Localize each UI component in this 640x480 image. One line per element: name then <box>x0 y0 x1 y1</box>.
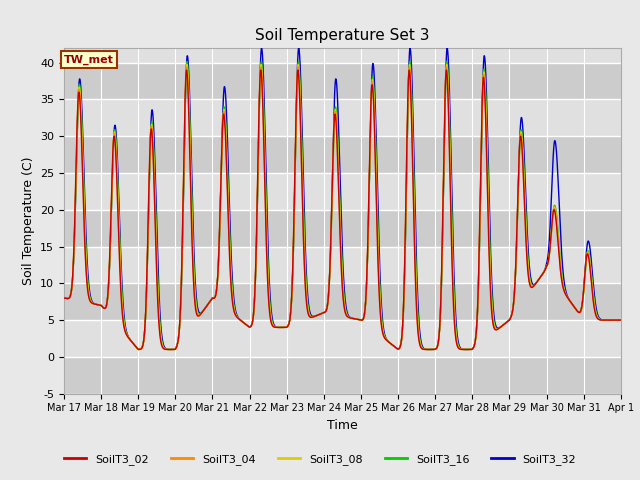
SoilT3_32 <box>617 317 625 323</box>
SoilT3_04 <box>465 347 472 352</box>
Bar <box>64 63 621 99</box>
SoilT3_16 <box>246 324 253 330</box>
SoilT3_08 <box>216 219 224 225</box>
SoilT3_08 <box>60 295 68 301</box>
SoilT3_08 <box>406 61 413 67</box>
SoilT3_32 <box>571 305 579 311</box>
SoilT3_32 <box>465 347 472 352</box>
SoilT3_02 <box>60 295 68 301</box>
SoilT3_16 <box>465 347 472 352</box>
SoilT3_04 <box>617 317 625 323</box>
SoilT3_16 <box>617 317 625 323</box>
SoilT3_16 <box>385 339 392 345</box>
Bar <box>64 320 621 357</box>
Bar <box>64 357 621 394</box>
Line: SoilT3_04: SoilT3_04 <box>64 67 621 349</box>
Bar <box>64 173 621 210</box>
SoilT3_32 <box>60 295 68 301</box>
Legend: SoilT3_02, SoilT3_04, SoilT3_08, SoilT3_16, SoilT3_32: SoilT3_02, SoilT3_04, SoilT3_08, SoilT3_… <box>60 450 580 469</box>
X-axis label: Time: Time <box>327 419 358 432</box>
SoilT3_32 <box>384 338 392 344</box>
SoilT3_08 <box>571 305 579 311</box>
SoilT3_16 <box>424 347 431 352</box>
SoilT3_04 <box>384 339 392 345</box>
SoilT3_08 <box>617 317 625 323</box>
SoilT3_04 <box>571 305 579 311</box>
SoilT3_02 <box>571 305 579 311</box>
SoilT3_02 <box>216 209 224 215</box>
SoilT3_32 <box>444 45 451 51</box>
SoilT3_16 <box>464 347 472 352</box>
SoilT3_02 <box>617 317 625 323</box>
Line: SoilT3_08: SoilT3_08 <box>64 64 621 349</box>
SoilT3_32 <box>246 324 253 330</box>
SoilT3_02 <box>463 347 471 352</box>
Bar <box>64 283 621 320</box>
SoilT3_04 <box>443 64 451 70</box>
Line: SoilT3_02: SoilT3_02 <box>64 70 621 349</box>
SoilT3_02 <box>424 347 431 352</box>
SoilT3_02 <box>182 67 190 73</box>
SoilT3_04 <box>216 216 224 222</box>
SoilT3_04 <box>463 347 471 352</box>
SoilT3_08 <box>465 347 472 352</box>
SoilT3_32 <box>464 347 472 352</box>
Bar <box>64 247 621 283</box>
Line: SoilT3_32: SoilT3_32 <box>64 48 621 349</box>
Bar <box>64 99 621 136</box>
SoilT3_08 <box>384 339 392 345</box>
Line: SoilT3_16: SoilT3_16 <box>64 61 621 349</box>
Title: Soil Temperature Set 3: Soil Temperature Set 3 <box>255 28 429 43</box>
SoilT3_16 <box>60 295 68 301</box>
Y-axis label: Soil Temperature (C): Soil Temperature (C) <box>22 156 35 285</box>
SoilT3_32 <box>424 347 431 352</box>
SoilT3_16 <box>294 59 302 64</box>
SoilT3_04 <box>424 347 431 352</box>
SoilT3_02 <box>246 324 254 330</box>
SoilT3_08 <box>463 347 471 352</box>
SoilT3_08 <box>424 347 431 352</box>
SoilT3_16 <box>571 305 579 311</box>
SoilT3_16 <box>216 221 224 227</box>
Bar <box>64 136 621 173</box>
SoilT3_04 <box>246 324 253 330</box>
SoilT3_08 <box>246 324 253 330</box>
SoilT3_32 <box>216 217 224 223</box>
SoilT3_04 <box>60 295 68 301</box>
SoilT3_02 <box>465 347 472 352</box>
SoilT3_02 <box>385 339 392 345</box>
Bar <box>64 210 621 247</box>
Text: TW_met: TW_met <box>64 55 114 65</box>
